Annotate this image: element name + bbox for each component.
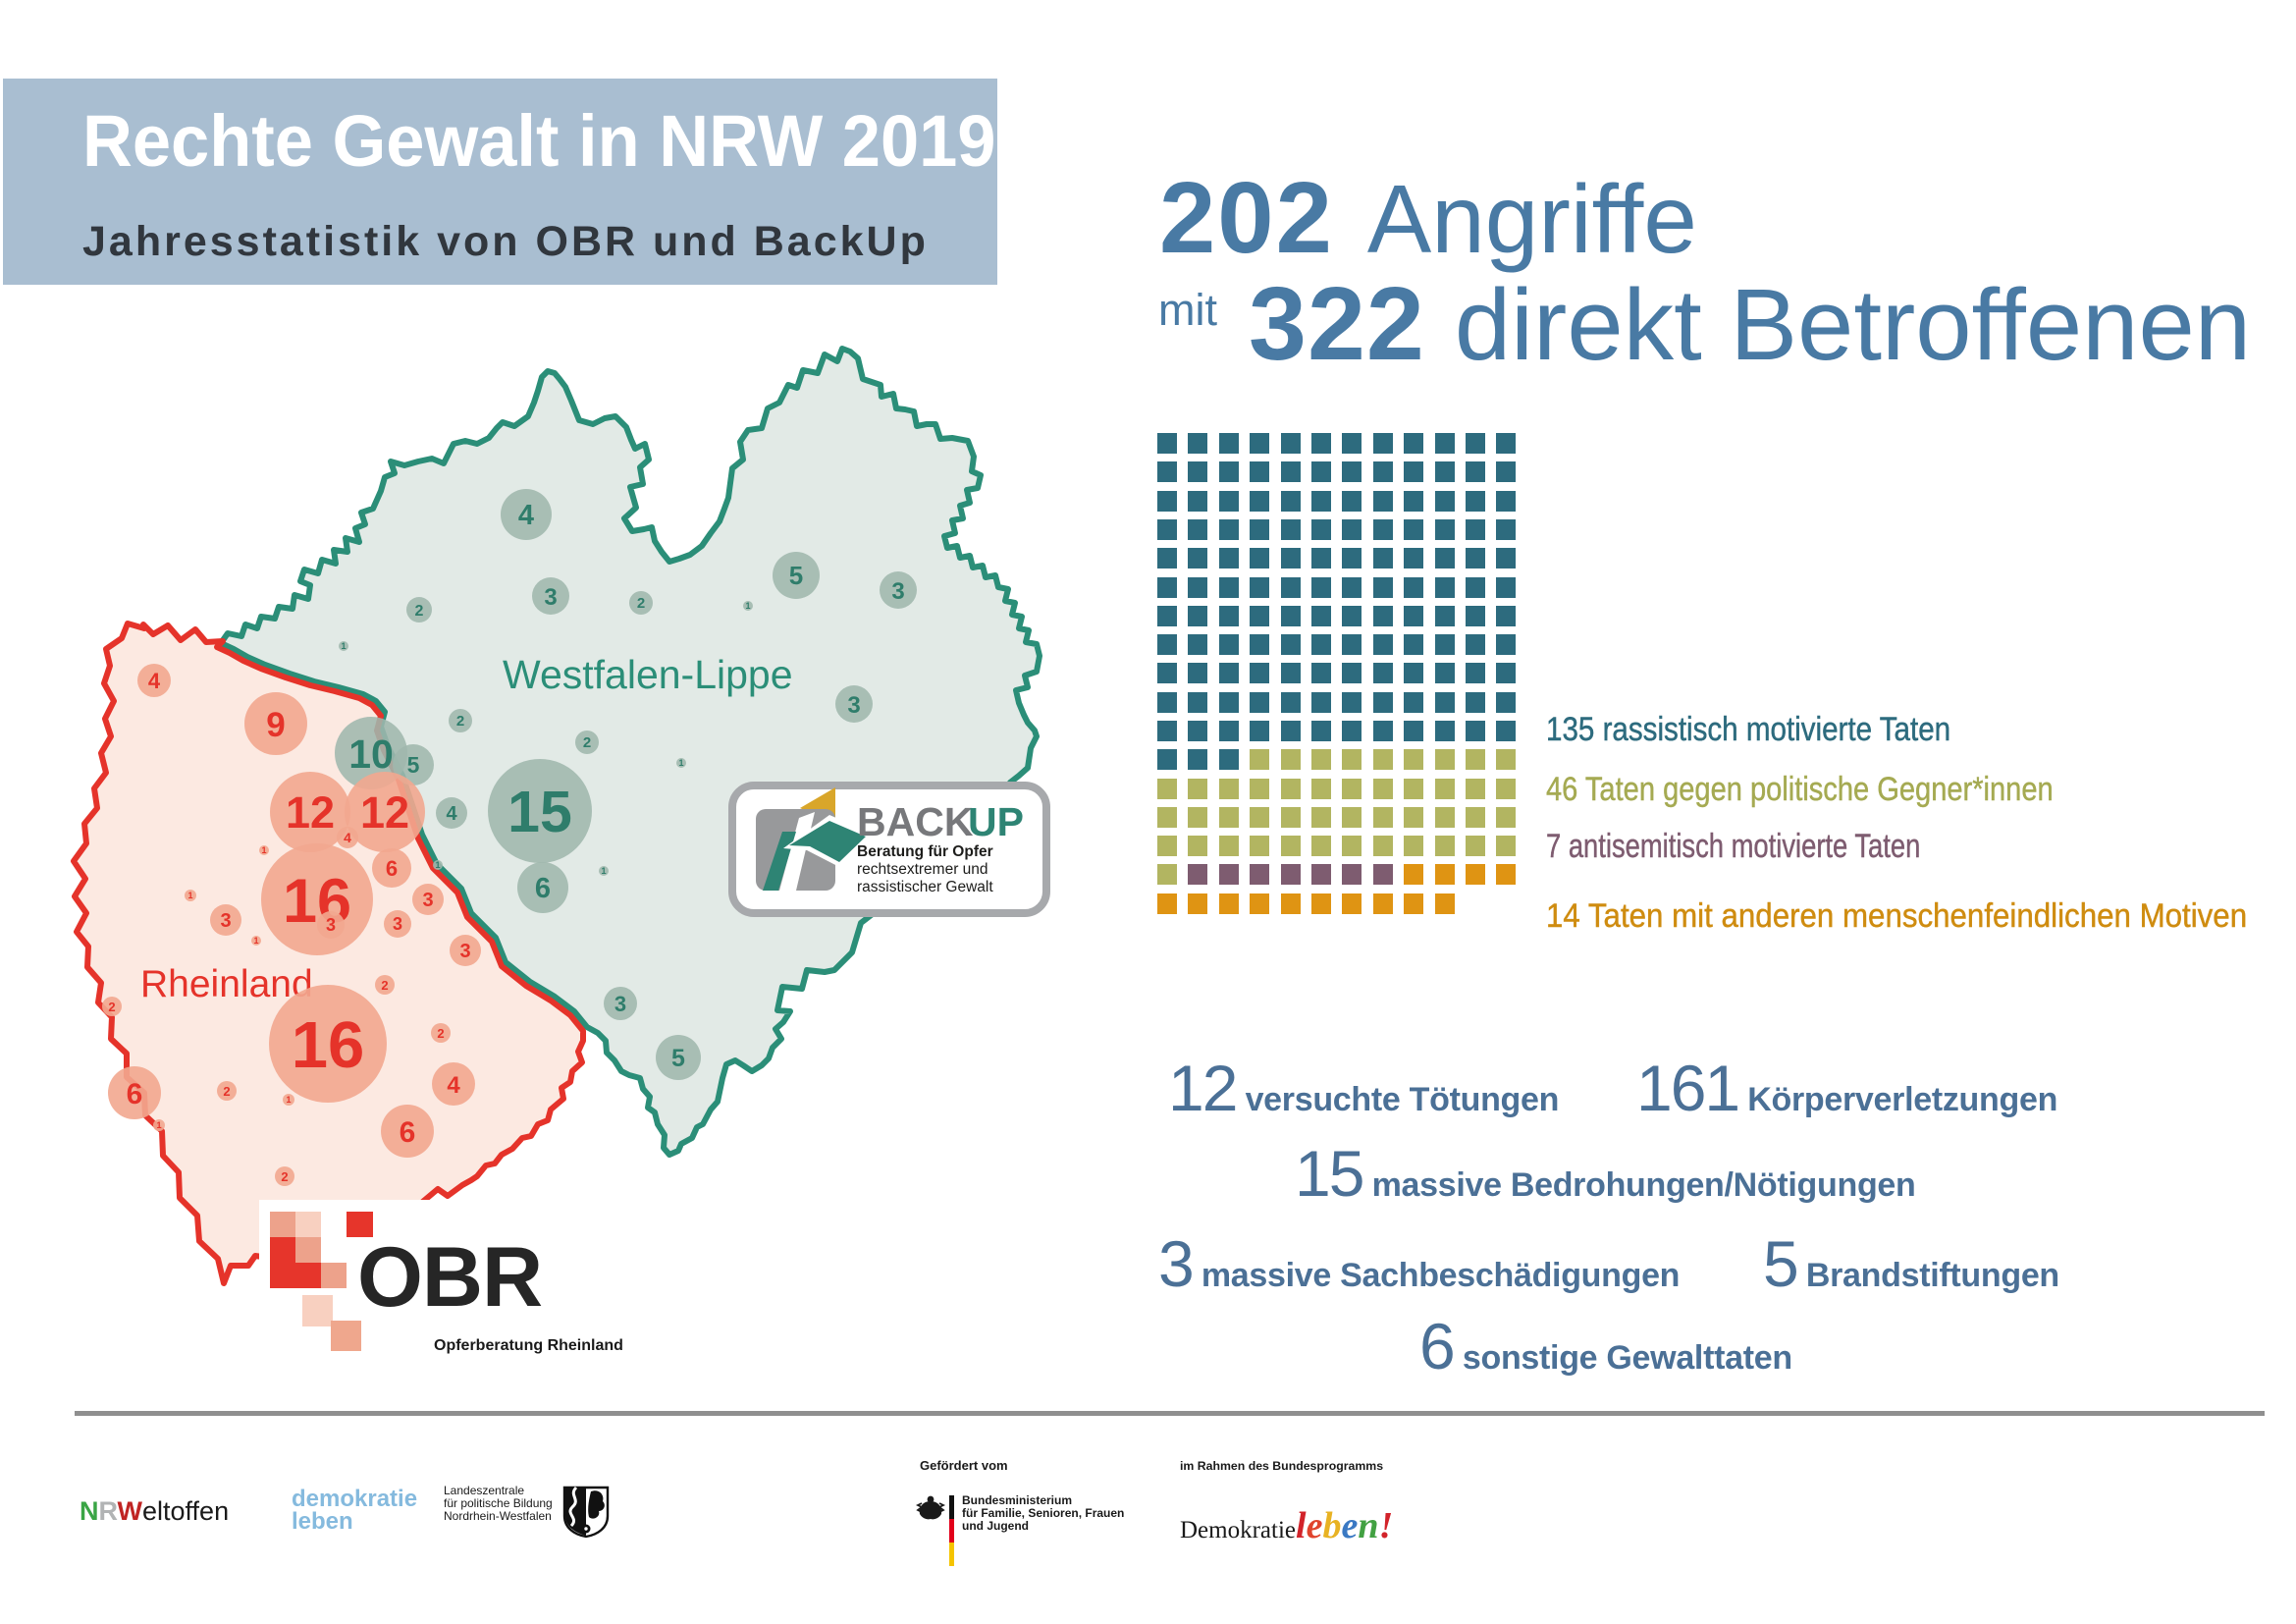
svg-text:5: 5 [407, 752, 420, 778]
svg-text:15: 15 [507, 780, 572, 844]
svg-text:5: 5 [671, 1045, 685, 1072]
svg-text:und Jugend: und Jugend [962, 1519, 1029, 1533]
svg-text:4: 4 [518, 500, 534, 531]
svg-text:5: 5 [789, 561, 803, 590]
svg-text:1: 1 [601, 866, 606, 876]
svg-text:Opferberatung Rheinland: Opferberatung Rheinland [434, 1337, 623, 1354]
svg-text:2: 2 [108, 1000, 115, 1014]
svg-text:12: 12 [286, 787, 335, 838]
svg-text:OBR: OBR [357, 1230, 542, 1325]
svg-text:10: 10 [348, 731, 394, 777]
svg-text:Demokratie: Demokratie [1180, 1517, 1296, 1543]
svg-text:leben!: leben! [1296, 1505, 1393, 1546]
svg-text:2: 2 [437, 1026, 444, 1041]
svg-text:Landeszentrale: Landeszentrale [444, 1484, 524, 1497]
svg-text:1: 1 [678, 758, 683, 768]
svg-text:1: 1 [253, 936, 258, 946]
svg-text:6: 6 [127, 1078, 143, 1110]
svg-text:1: 1 [261, 845, 266, 855]
svg-text:Bundesministerium: Bundesministerium [962, 1493, 1072, 1507]
svg-text:2: 2 [381, 978, 388, 993]
svg-text:2: 2 [456, 713, 464, 730]
svg-text:3: 3 [544, 584, 557, 611]
svg-text:3: 3 [847, 692, 860, 719]
svg-text:3: 3 [614, 992, 626, 1016]
svg-text:Beratung für Opfer: Beratung für Opfer [857, 843, 993, 860]
svg-text:12: 12 [360, 787, 409, 838]
svg-text:3: 3 [326, 915, 336, 935]
svg-text:im Rahmen des Bundesprogramms: im Rahmen des Bundesprogramms [1180, 1459, 1383, 1473]
svg-text:1: 1 [435, 860, 440, 870]
svg-text:1: 1 [187, 891, 192, 900]
svg-text:1: 1 [156, 1120, 161, 1130]
svg-text:4: 4 [148, 669, 161, 693]
svg-text:rechtsextremer und: rechtsextremer und [857, 861, 988, 878]
svg-text:2: 2 [281, 1169, 288, 1184]
svg-text:9: 9 [266, 706, 285, 744]
svg-text:2: 2 [583, 734, 591, 751]
svg-text:demokratie: demokratie [292, 1486, 417, 1512]
svg-text:3: 3 [220, 910, 231, 932]
svg-text:NRWeltoffen: NRWeltoffen [80, 1496, 229, 1526]
svg-text:1: 1 [745, 601, 750, 611]
svg-text:3: 3 [891, 578, 904, 605]
svg-text:BACK: BACK [857, 799, 974, 844]
svg-text:Westfalen-Lippe: Westfalen-Lippe [503, 652, 793, 697]
svg-text:6: 6 [400, 1116, 416, 1149]
svg-text:4: 4 [344, 830, 351, 845]
svg-text:für politische Bildung: für politische Bildung [444, 1496, 553, 1510]
svg-text:16: 16 [292, 1008, 365, 1082]
svg-text:Nordrhein-Westfalen: Nordrhein-Westfalen [444, 1509, 552, 1523]
svg-text:für Familie, Senioren, Frauen: für Familie, Senioren, Frauen [962, 1506, 1124, 1520]
svg-text:2: 2 [637, 595, 645, 612]
svg-text:Rheinland: Rheinland [140, 963, 313, 1005]
svg-text:1: 1 [341, 641, 346, 651]
svg-text:rassistischer Gewalt: rassistischer Gewalt [857, 879, 993, 895]
svg-text:4: 4 [446, 803, 457, 825]
svg-text:3: 3 [393, 914, 402, 934]
svg-text:6: 6 [535, 873, 551, 904]
svg-text:6: 6 [386, 856, 398, 881]
svg-text:Gefördert vom: Gefördert vom [920, 1458, 1008, 1473]
svg-text:UP: UP [968, 799, 1024, 844]
svg-text:4: 4 [447, 1072, 460, 1099]
svg-text:3: 3 [422, 890, 433, 911]
svg-text:2: 2 [415, 603, 424, 620]
svg-text:2: 2 [223, 1084, 230, 1099]
svg-text:1: 1 [286, 1095, 291, 1105]
svg-text:leben: leben [292, 1508, 353, 1535]
svg-text:3: 3 [459, 941, 470, 962]
